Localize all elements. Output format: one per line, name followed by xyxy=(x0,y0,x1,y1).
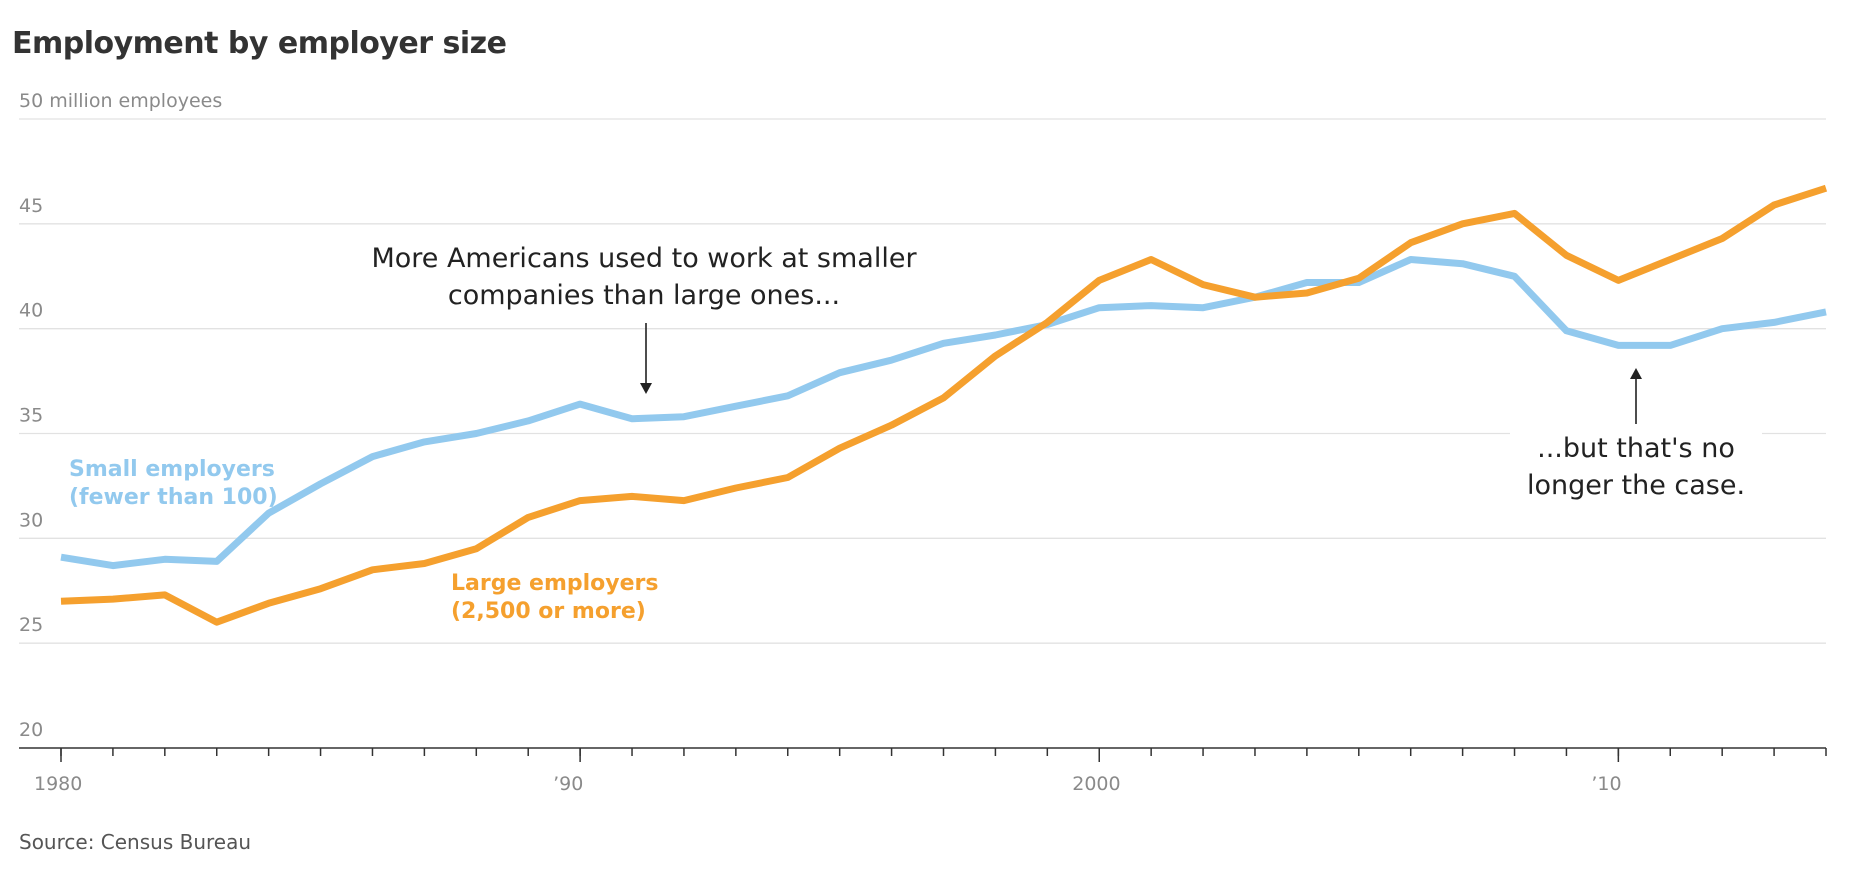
x-tick-label: 1980 xyxy=(34,773,82,795)
arrow-head xyxy=(640,383,652,394)
y-tick-label: 45 xyxy=(19,195,43,217)
x-tick-label: ’10 xyxy=(1591,773,1621,795)
annotation: ...but that's no longer the case. xyxy=(1510,430,1762,504)
series-label: Large employers (2,500 or more) xyxy=(451,571,659,624)
chart-title: Employment by employer size xyxy=(12,26,507,61)
y-tick-label: 20 xyxy=(19,719,43,741)
series-label: Small employers (fewer than 100) xyxy=(69,457,278,510)
arrow-head xyxy=(1630,368,1642,379)
source: Source: Census Bureau xyxy=(19,830,252,854)
series-line xyxy=(60,256,1827,570)
x-tick-label: 2000 xyxy=(1072,773,1120,795)
x-tick-label: ’90 xyxy=(553,773,583,795)
y-tick-label: 25 xyxy=(19,614,43,636)
series-line xyxy=(60,184,1828,626)
y-tick-label: 50 million employees xyxy=(19,90,222,112)
annotation: More Americans used to work at smaller c… xyxy=(344,240,944,314)
y-tick-label: 40 xyxy=(19,300,43,322)
y-tick-label: 30 xyxy=(19,509,43,531)
y-tick-label: 35 xyxy=(19,405,43,427)
